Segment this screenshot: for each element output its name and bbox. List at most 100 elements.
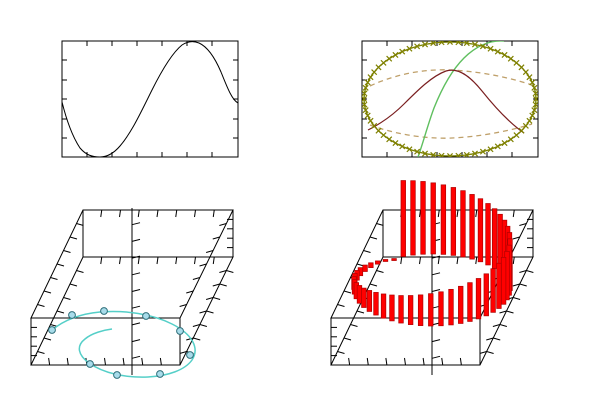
red-stem-bar [380, 293, 387, 319]
helix-marker [176, 327, 184, 335]
olive-x-marker [522, 122, 529, 129]
red-stem-bar [496, 262, 502, 309]
axis-tick [376, 270, 384, 273]
axis-tick [212, 297, 221, 300]
helix-marker [186, 351, 194, 359]
olive-x-marker [522, 69, 529, 76]
red-stem-bar [428, 293, 434, 327]
axis-tick [422, 357, 425, 366]
olive-x-marker [455, 152, 462, 157]
olive-x-marker [529, 79, 536, 86]
axis-tick [186, 337, 194, 341]
olive-x-marker [386, 136, 393, 143]
red-stem-bar [458, 285, 464, 324]
axis-tick [37, 304, 45, 307]
axis-tick [400, 256, 403, 265]
axis-tick [156, 256, 159, 265]
red-stem-bar [477, 198, 484, 263]
axis-tick [526, 270, 534, 273]
axis-tick [337, 304, 345, 307]
z-axis-tick [131, 339, 141, 343]
axis-tick [456, 209, 459, 218]
axis-tick [199, 324, 208, 327]
red-stem-bar [448, 288, 454, 326]
axis-tick [175, 209, 178, 218]
z-axis-tick [131, 322, 141, 326]
helix-marker [68, 311, 76, 319]
olive-x-marker [375, 64, 382, 71]
axis-tick [479, 351, 487, 354]
panel-bottom-left [0, 180, 300, 400]
olive-x-marker [532, 101, 538, 108]
axis-tick [212, 236, 220, 240]
olive-x-marker [399, 143, 406, 150]
olive-marker-group [362, 41, 538, 157]
series-sine-curve [61, 41, 239, 158]
olive-x-marker [364, 112, 371, 119]
axis-tick [37, 351, 45, 354]
red-stem-bar [382, 259, 389, 262]
axis-tick [475, 209, 478, 218]
axis-tick [119, 256, 121, 265]
red-stem-bar [389, 294, 395, 322]
red-stem-bar [438, 291, 444, 327]
tan-dashed-upper-path [369, 69, 533, 87]
olive-x-marker [513, 59, 520, 66]
z-axis-tick [431, 255, 441, 259]
axis-tick [100, 256, 103, 265]
helix-marker [100, 307, 108, 315]
axes-box-top-left [61, 40, 239, 158]
axis-tick [376, 223, 384, 226]
axis-tick [486, 351, 494, 354]
axis-tick [63, 297, 71, 300]
axis-tick [419, 209, 421, 218]
z-axis-tick [431, 289, 441, 292]
red-stem-bar [500, 257, 507, 305]
axis-tick [350, 324, 358, 327]
tan-dashed-lower-path [369, 123, 533, 139]
axis-tick [43, 290, 52, 294]
olive-x-marker [430, 41, 437, 47]
axis-tick [205, 297, 214, 300]
olive-x-marker [386, 55, 393, 62]
axis-tick [337, 351, 345, 354]
axis-tick [493, 337, 501, 341]
olive-x-marker [438, 41, 445, 46]
sine-path [61, 41, 239, 158]
axis-tick [226, 270, 234, 273]
axis-tick [137, 256, 140, 265]
olive-x-marker [414, 43, 421, 50]
y-axis-ticks-right [233, 59, 238, 139]
olive-x-marker [438, 152, 445, 157]
olive-x-marker [371, 69, 378, 76]
olive-x-marker [526, 74, 533, 81]
axis-tick [137, 209, 140, 218]
axis-tick [219, 283, 227, 287]
z-axis-tick [131, 255, 141, 259]
z-axis-tick [431, 339, 441, 343]
olive-x-marker [513, 132, 520, 139]
olive-x-marker [380, 132, 387, 139]
axis-tick [175, 256, 178, 265]
axis-tick [50, 277, 58, 280]
axis-tick [404, 357, 406, 366]
axis-tick [459, 357, 462, 366]
olive-x-marker [364, 79, 371, 86]
axis-tick [156, 209, 159, 218]
axis-tick [43, 337, 52, 341]
helix-marker [142, 312, 150, 320]
axis-tick [69, 283, 78, 287]
axis-tick [219, 270, 227, 273]
red-stem-bar [356, 285, 363, 304]
red-stem-bar [400, 180, 406, 257]
red-stem-bar [430, 182, 436, 255]
olive-x-marker-ellipse [362, 41, 538, 157]
olive-x-marker [362, 84, 369, 91]
red-stem-bar [475, 278, 482, 320]
olive-x-marker [422, 41, 429, 48]
axis-tick [369, 236, 378, 240]
z-axis-tick [131, 289, 141, 292]
axis-tick [437, 209, 440, 218]
olive-x-marker [446, 152, 454, 157]
olive-x-marker [375, 127, 382, 134]
